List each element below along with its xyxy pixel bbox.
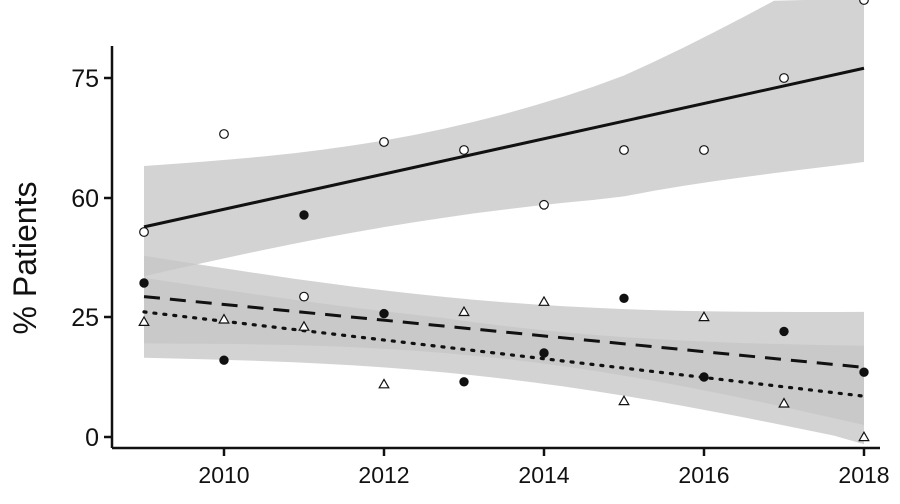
- open-circle-point: [379, 137, 389, 147]
- trend-line-dotted: [142, 310, 866, 398]
- open-triangle-point: [458, 305, 470, 317]
- confidence-band-3: [144, 277, 864, 445]
- x-tick-label: 2016: [678, 462, 729, 488]
- y-tick-label: 60: [71, 185, 99, 213]
- filled-circle-point: [539, 348, 549, 358]
- open-triangle-point: [378, 378, 390, 389]
- open-triangle-point: [858, 430, 870, 442]
- confidence-bands: [144, 0, 864, 445]
- filled-circle-point: [379, 308, 389, 319]
- open-circle-point: [299, 291, 309, 302]
- trend-line-dashed: [143, 295, 865, 369]
- open-triangle-point: [698, 310, 710, 322]
- data-points: [138, 0, 870, 442]
- x-tick-label: 2014: [518, 462, 569, 488]
- filled-circle-point: [299, 210, 309, 220]
- y-axis-title: % Patients: [7, 182, 43, 335]
- x-tick-label: 2010: [198, 462, 249, 488]
- filled-circle-point: [779, 326, 789, 337]
- open-circle-point: [779, 73, 789, 83]
- y-tick-label: 75: [71, 65, 99, 93]
- open-triangle-point: [298, 320, 310, 331]
- trend-line-solid: [143, 66, 865, 229]
- open-triangle-point: [538, 295, 550, 306]
- open-circle-point: [699, 145, 709, 155]
- filled-circle-point: [459, 377, 469, 387]
- open-circle-point: [539, 199, 549, 210]
- confidence-band-1: [144, 0, 864, 277]
- x-tick-label: 2012: [358, 462, 409, 488]
- open-circle-point: [219, 129, 229, 139]
- filled-circle-point: [219, 355, 229, 365]
- open-triangle-point: [778, 397, 790, 408]
- filled-circle-point: [699, 372, 709, 382]
- open-triangle-point: [618, 394, 630, 406]
- open-circle-point: [459, 145, 469, 155]
- open-circle-point: [619, 145, 629, 155]
- trend-lines: [142, 66, 866, 398]
- filled-circle-point: [859, 367, 869, 377]
- open-triangle-point: [138, 315, 150, 326]
- y-tick-label: 25: [71, 304, 99, 332]
- axes: 0 25 60 75 2010 2012 2014 2016 2018: [71, 46, 890, 488]
- x-tick-label: 2018: [838, 462, 889, 488]
- open-triangle-point: [218, 313, 230, 324]
- y-tick-label: 0: [85, 424, 99, 452]
- filled-circle-point: [619, 293, 629, 303]
- open-circle-point: [859, 0, 869, 5]
- filled-circle-point: [139, 278, 149, 288]
- open-circle-point: [139, 227, 149, 237]
